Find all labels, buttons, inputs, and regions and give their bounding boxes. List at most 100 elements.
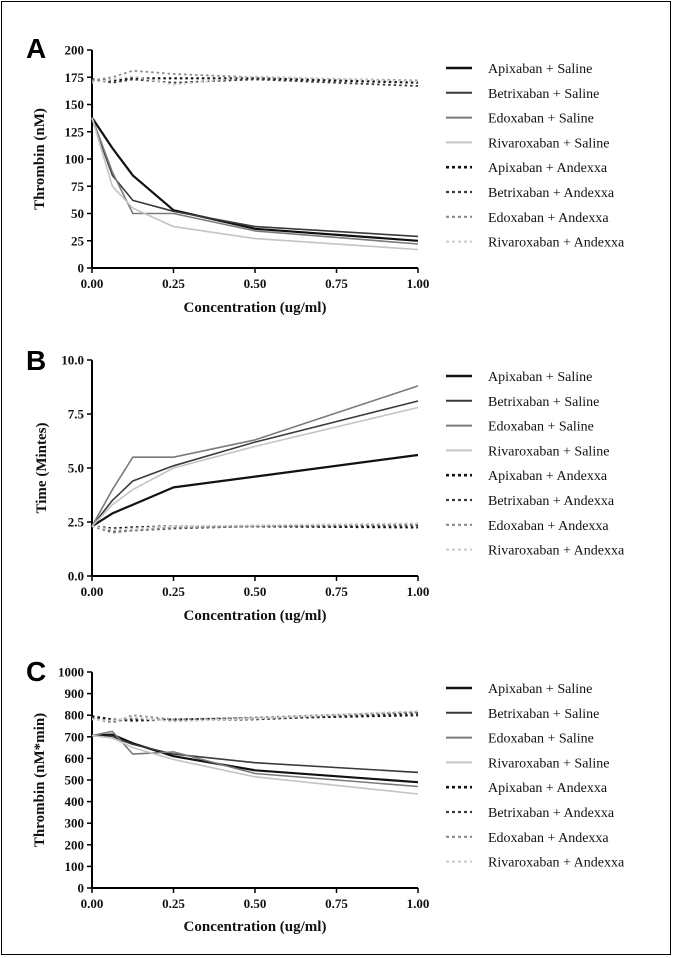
x-tick-label: 1.00 (407, 276, 430, 291)
series-line (91, 523, 419, 534)
legend-label: Rivaroxaban + Andexxa (488, 544, 625, 559)
legend: Apixaban + Saline Betrixaban + Saline Edox… (446, 370, 625, 559)
legend-label: Edoxaban + Saline (488, 112, 594, 127)
y-tick-label: 0 (78, 881, 85, 896)
y-tick-label: 125 (65, 124, 85, 139)
panel-letter: A (26, 33, 46, 64)
chart-panel-b: B 0.0 2.5 5.0 7.5 10.0 0.00 0.25 0.50 0.75 1.00 Con… (26, 345, 625, 624)
x-tick-label: 0.25 (162, 896, 185, 911)
series-line (91, 385, 419, 527)
y-tick-label: 200 (65, 43, 85, 58)
y-axis-title: Time (Mintes) (34, 423, 50, 514)
panel-letter: B (26, 345, 46, 376)
y-axis-title: Thrombin (nM*min) (32, 713, 48, 847)
y-tick-label: 10.0 (61, 353, 84, 368)
y-tick-label: 300 (65, 816, 85, 831)
series-line (91, 75, 419, 86)
y-tick-label: 7.5 (68, 407, 85, 422)
legend-label: Edoxaban + Saline (488, 732, 594, 747)
legend-label: Edoxaban + Andexxa (488, 211, 609, 226)
series-line (91, 118, 419, 238)
series-line (91, 734, 419, 795)
legend-label: Betrixaban + Saline (488, 87, 599, 102)
y-tick-label: 700 (65, 729, 85, 744)
y-tick-label: 400 (65, 794, 85, 809)
legend-label: Betrixaban + Andexxa (488, 186, 615, 201)
legend-label: Rivaroxaban + Andexxa (488, 236, 625, 251)
legend-label: Rivaroxaban + Saline (488, 444, 609, 459)
legend-label: Apixaban + Saline (488, 370, 592, 385)
y-tick-label: 5.0 (68, 461, 84, 476)
x-tick-label: 0.25 (162, 276, 185, 291)
legend-label: Betrixaban + Saline (488, 395, 599, 410)
legend-label: Betrixaban + Andexxa (488, 494, 615, 509)
y-tick-label: 600 (65, 751, 85, 766)
x-tick-label: 0.00 (81, 896, 104, 911)
x-tick-label: 1.00 (407, 584, 430, 599)
series-line (91, 711, 419, 724)
y-tick-label: 175 (65, 70, 85, 85)
x-tick-label: 0.50 (244, 276, 267, 291)
y-axis-title: Thrombin (nM) (32, 108, 48, 210)
y-tick-label: 50 (71, 206, 84, 221)
series-line (91, 400, 419, 527)
series-line (91, 710, 419, 723)
series-line (91, 522, 419, 531)
x-tick-label: 0.50 (244, 896, 267, 911)
y-tick-label: 1000 (58, 665, 84, 680)
x-tick-label: 0.00 (81, 276, 104, 291)
x-tick-label: 1.00 (407, 896, 430, 911)
legend-label: Betrixaban + Saline (488, 707, 599, 722)
series-line (91, 77, 419, 84)
y-tick-label: 0.0 (68, 569, 84, 584)
legend-label: Edoxaban + Saline (488, 420, 594, 435)
x-axis-title: Concentration (ug/ml) (184, 300, 327, 316)
legend-label: Edoxaban + Andexxa (488, 831, 609, 846)
panel-letter: C (26, 656, 46, 687)
y-tick-label: 800 (65, 708, 85, 723)
legend: Apixaban + Saline Betrixaban + Saline Edox… (446, 62, 625, 251)
series-line (91, 734, 419, 774)
chart-panel-a: A 0 25 50 75 100 125 150 175 200 0.00 0.25 0.50 0.75 1… (26, 33, 625, 316)
legend-label: Apixaban + Andexxa (488, 161, 608, 176)
y-tick-label: 100 (65, 152, 85, 167)
legend-label: Edoxaban + Andexxa (488, 519, 609, 534)
x-tick-label: 0.25 (162, 584, 185, 599)
series-line (91, 406, 419, 527)
y-tick-label: 150 (65, 97, 85, 112)
y-tick-label: 75 (71, 179, 85, 194)
y-tick-label: 900 (65, 686, 85, 701)
y-tick-label: 100 (65, 859, 85, 874)
legend-label: Betrixaban + Andexxa (488, 806, 615, 821)
legend-label: Apixaban + Saline (488, 62, 592, 77)
legend-label: Rivaroxaban + Saline (488, 756, 609, 771)
legend-label: Rivaroxaban + Saline (488, 136, 609, 151)
y-tick-label: 25 (71, 233, 85, 248)
series-line (91, 453, 419, 528)
series-line (91, 733, 419, 784)
x-tick-label: 0.75 (325, 276, 348, 291)
series-line (91, 116, 419, 242)
chart-panel-c: C 0 100 200 300 400 500 600 700 800 900 1000 0.00 0.2… (26, 656, 625, 935)
series-line (91, 525, 419, 530)
x-tick-label: 0.75 (325, 584, 348, 599)
x-tick-label: 0.75 (325, 896, 348, 911)
x-tick-label: 0.50 (244, 584, 267, 599)
series-line (91, 69, 419, 82)
x-axis-title: Concentration (ug/ml) (184, 919, 327, 935)
legend-label: Apixaban + Andexxa (488, 469, 608, 484)
y-tick-label: 0 (78, 261, 85, 276)
y-tick-label: 200 (65, 837, 85, 852)
series-line (91, 117, 419, 245)
y-tick-label: 2.5 (68, 515, 85, 530)
legend-label: Apixaban + Andexxa (488, 781, 608, 796)
y-tick-label: 500 (65, 773, 85, 788)
legend-label: Apixaban + Saline (488, 682, 592, 697)
x-axis-title: Concentration (ug/ml) (184, 608, 327, 624)
legend: Apixaban + Saline Betrixaban + Saline Edox… (446, 682, 625, 871)
legend-label: Rivaroxaban + Andexxa (488, 856, 625, 871)
x-tick-label: 0.00 (81, 584, 104, 599)
series-line (91, 117, 419, 251)
